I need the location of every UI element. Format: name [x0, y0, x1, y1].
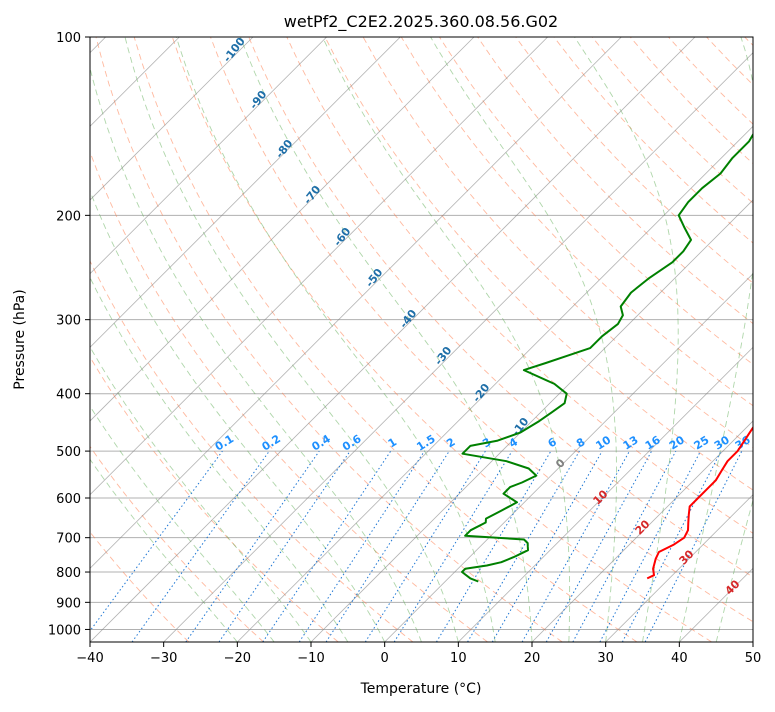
x-tick-label: 50 [745, 651, 762, 666]
y-tick-label: 900 [56, 596, 81, 611]
y-tick-label: 700 [56, 532, 81, 547]
y-tick-label: 1000 [48, 623, 81, 638]
y-tick-label: 500 [56, 445, 81, 460]
x-tick-label: 40 [671, 651, 688, 666]
y-tick-label: 400 [56, 388, 81, 403]
x-tick-label: 30 [597, 651, 614, 666]
y-tick-label: 800 [56, 566, 81, 581]
x-tick-label: 0 [381, 651, 389, 666]
y-tick-label: 200 [56, 209, 81, 224]
y-tick-label: 100 [56, 31, 81, 46]
y-axis-label: Pressure (hPa) [12, 289, 28, 389]
x-tick-label: 20 [524, 651, 541, 666]
x-tick-label: −20 [224, 651, 251, 666]
x-tick-label: 10 [450, 651, 467, 666]
x-tick-label: −10 [297, 651, 324, 666]
x-axis-label: Temperature (°C) [360, 681, 482, 697]
chart-title: wetPf2_C2E2.2025.360.08.56.G02 [284, 12, 558, 32]
y-tick-label: 600 [56, 492, 81, 507]
x-tick-label: −30 [150, 651, 177, 666]
y-tick-label: 300 [56, 314, 81, 329]
x-tick-label: −40 [76, 651, 103, 666]
